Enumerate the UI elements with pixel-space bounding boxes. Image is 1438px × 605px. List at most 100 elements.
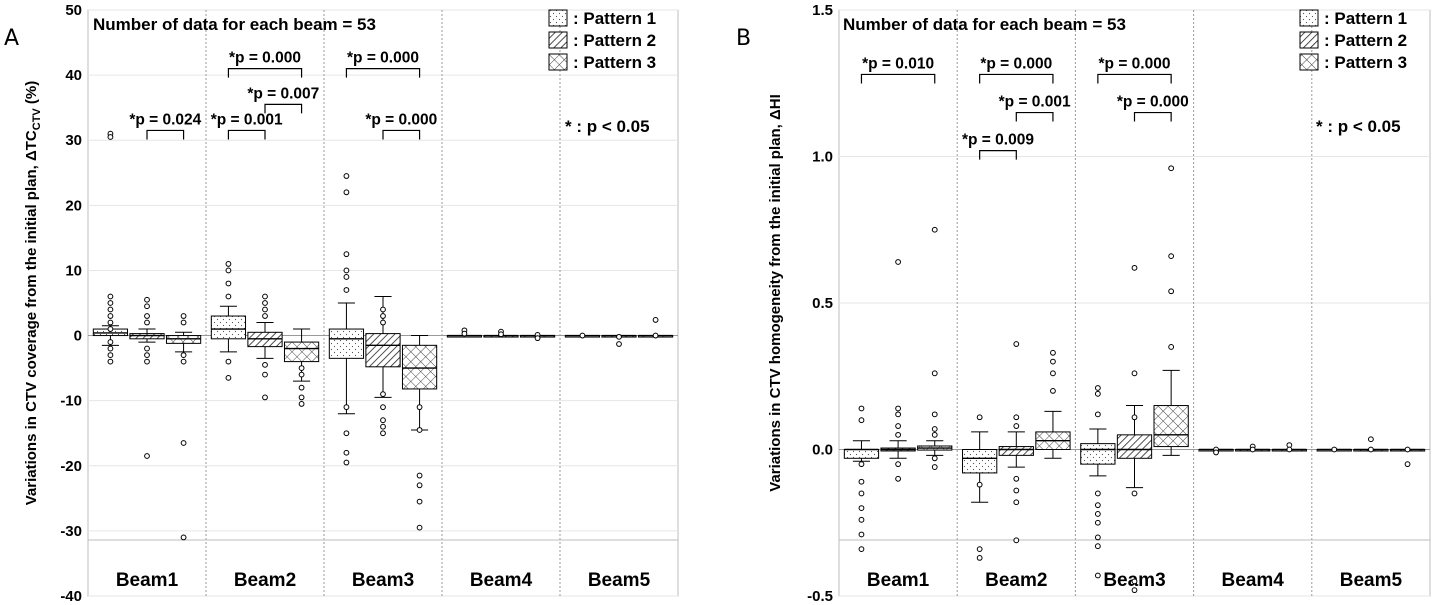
outlier-point bbox=[107, 345, 114, 352]
outlier-point bbox=[1168, 344, 1175, 350]
category-label-beam2: Beam2 bbox=[985, 570, 1047, 591]
outlier-point bbox=[858, 546, 865, 553]
box-iqr bbox=[401, 344, 438, 390]
outlier-point bbox=[343, 189, 350, 196]
significance-bracket: *p = 0.000 bbox=[365, 111, 437, 140]
p-value-label: *p = 0.000 bbox=[365, 111, 437, 128]
outlier-point bbox=[380, 319, 386, 326]
significance-bracket: *p = 0.000 bbox=[979, 55, 1054, 84]
bracket-line bbox=[345, 68, 421, 78]
outlier-point bbox=[858, 478, 865, 485]
box-iqr bbox=[962, 449, 998, 474]
bracket-line bbox=[979, 150, 1017, 160]
outlier-point bbox=[416, 404, 423, 411]
outlier-point bbox=[107, 339, 114, 345]
y-tick-label: 0.0 bbox=[812, 442, 833, 459]
outlier-point bbox=[931, 455, 938, 462]
box-beam1-pattern2 bbox=[880, 259, 916, 482]
y-tick-label: -0.5 bbox=[807, 588, 833, 605]
box-beam4-pattern1 bbox=[1198, 446, 1234, 456]
significance-bracket: *p = 0.000 bbox=[227, 50, 303, 78]
outlier-point bbox=[107, 293, 114, 300]
y-tick-label: 1.0 bbox=[812, 149, 833, 166]
outlier-point bbox=[380, 417, 386, 424]
y-tick-label: 30 bbox=[65, 132, 82, 149]
legend-label-pattern3: : Pattern 3 bbox=[1324, 53, 1407, 72]
box-iqr bbox=[210, 315, 247, 340]
box-beam2-pattern2 bbox=[998, 341, 1034, 544]
outlier-point bbox=[262, 371, 268, 378]
outlier-point bbox=[931, 431, 938, 438]
outlier-point bbox=[858, 461, 865, 468]
outlier-point bbox=[1050, 358, 1056, 365]
legend-swatch-pattern2 bbox=[1299, 31, 1319, 49]
outlier-point bbox=[1131, 578, 1138, 585]
outlier-point bbox=[858, 405, 865, 412]
outlier-point bbox=[931, 226, 938, 233]
bracket-line bbox=[860, 73, 936, 84]
outlier-point bbox=[895, 475, 901, 482]
bracket-line bbox=[227, 129, 266, 140]
outlier-point bbox=[1368, 446, 1374, 453]
legend-label-pattern1: : Pattern 1 bbox=[573, 9, 656, 28]
y-axis-label: Variations in CTV coverage from the init… bbox=[23, 81, 43, 506]
legend: : Pattern 1: Pattern 2: Pattern 3 bbox=[548, 9, 656, 72]
outlier-point bbox=[144, 303, 150, 310]
outlier-point bbox=[931, 464, 938, 470]
outlier-point bbox=[931, 370, 938, 377]
outlier-point bbox=[180, 534, 187, 541]
outlier-point bbox=[1013, 414, 1020, 421]
legend-swatch-pattern1 bbox=[548, 9, 568, 27]
outlier-point bbox=[298, 384, 305, 391]
legend-swatch-pattern3 bbox=[548, 53, 568, 71]
significance-bracket: *p = 0.000 bbox=[1117, 94, 1189, 122]
p-value-label: *p = 0.000 bbox=[347, 50, 419, 67]
legend-label-pattern1: : Pattern 1 bbox=[1324, 9, 1407, 28]
category-label-beam4: Beam4 bbox=[470, 570, 533, 591]
outlier-point bbox=[380, 404, 386, 411]
outlier-point bbox=[579, 332, 586, 339]
outlier-point bbox=[225, 267, 232, 274]
outlier-point bbox=[416, 482, 423, 489]
outlier-point bbox=[380, 423, 386, 430]
outlier-point bbox=[461, 330, 468, 337]
y-axis-label-unit: (%) bbox=[23, 81, 40, 109]
y-axis-label-subscript: CTV bbox=[31, 108, 43, 131]
outlier-point bbox=[107, 306, 114, 313]
outlier-point bbox=[107, 313, 114, 319]
chart-panel-b: -0.50.00.51.01.5Beam1Beam2Beam3Beam4Beam… bbox=[736, 2, 1431, 605]
outlier-point bbox=[895, 411, 901, 418]
outlier-point bbox=[225, 293, 232, 300]
box-beam4-pattern2 bbox=[483, 328, 519, 338]
outlier-point bbox=[416, 472, 423, 479]
y-axis-label-main: Variations in CTV homogeneity from the i… bbox=[767, 94, 784, 492]
outlier-point bbox=[1131, 414, 1138, 421]
p-value-label: *p = 0.000 bbox=[1099, 55, 1171, 72]
legend: : Pattern 1: Pattern 2: Pattern 3 bbox=[1299, 9, 1407, 72]
box-beam3-pattern1 bbox=[1080, 385, 1116, 579]
outlier-point bbox=[1404, 461, 1411, 468]
outlier-point bbox=[107, 134, 114, 140]
p-value-label: *p = 0.000 bbox=[229, 50, 301, 67]
box-iqr bbox=[365, 333, 401, 368]
box-iqr bbox=[998, 446, 1034, 456]
p-value-label: *p = 0.024 bbox=[129, 111, 201, 128]
bracket-line bbox=[264, 103, 303, 114]
outlier-point bbox=[107, 352, 114, 358]
outlier-point bbox=[180, 352, 187, 358]
outlier-point bbox=[1168, 288, 1175, 295]
outlier-point bbox=[534, 335, 541, 342]
significance-threshold-note: * : p < 0.05 bbox=[565, 117, 650, 136]
outlier-point bbox=[1094, 490, 1101, 497]
outlier-point bbox=[858, 417, 865, 424]
outlier-point bbox=[1168, 253, 1175, 260]
box-beam4-pattern3 bbox=[1271, 442, 1307, 453]
outlier-point bbox=[858, 516, 865, 523]
outlier-point bbox=[180, 440, 187, 446]
outlier-point bbox=[107, 300, 114, 306]
box-iqr bbox=[843, 449, 880, 459]
outlier-point bbox=[895, 431, 901, 438]
outlier-point bbox=[1050, 349, 1056, 356]
outlier-point bbox=[1331, 446, 1338, 453]
outlier-point bbox=[107, 319, 114, 326]
